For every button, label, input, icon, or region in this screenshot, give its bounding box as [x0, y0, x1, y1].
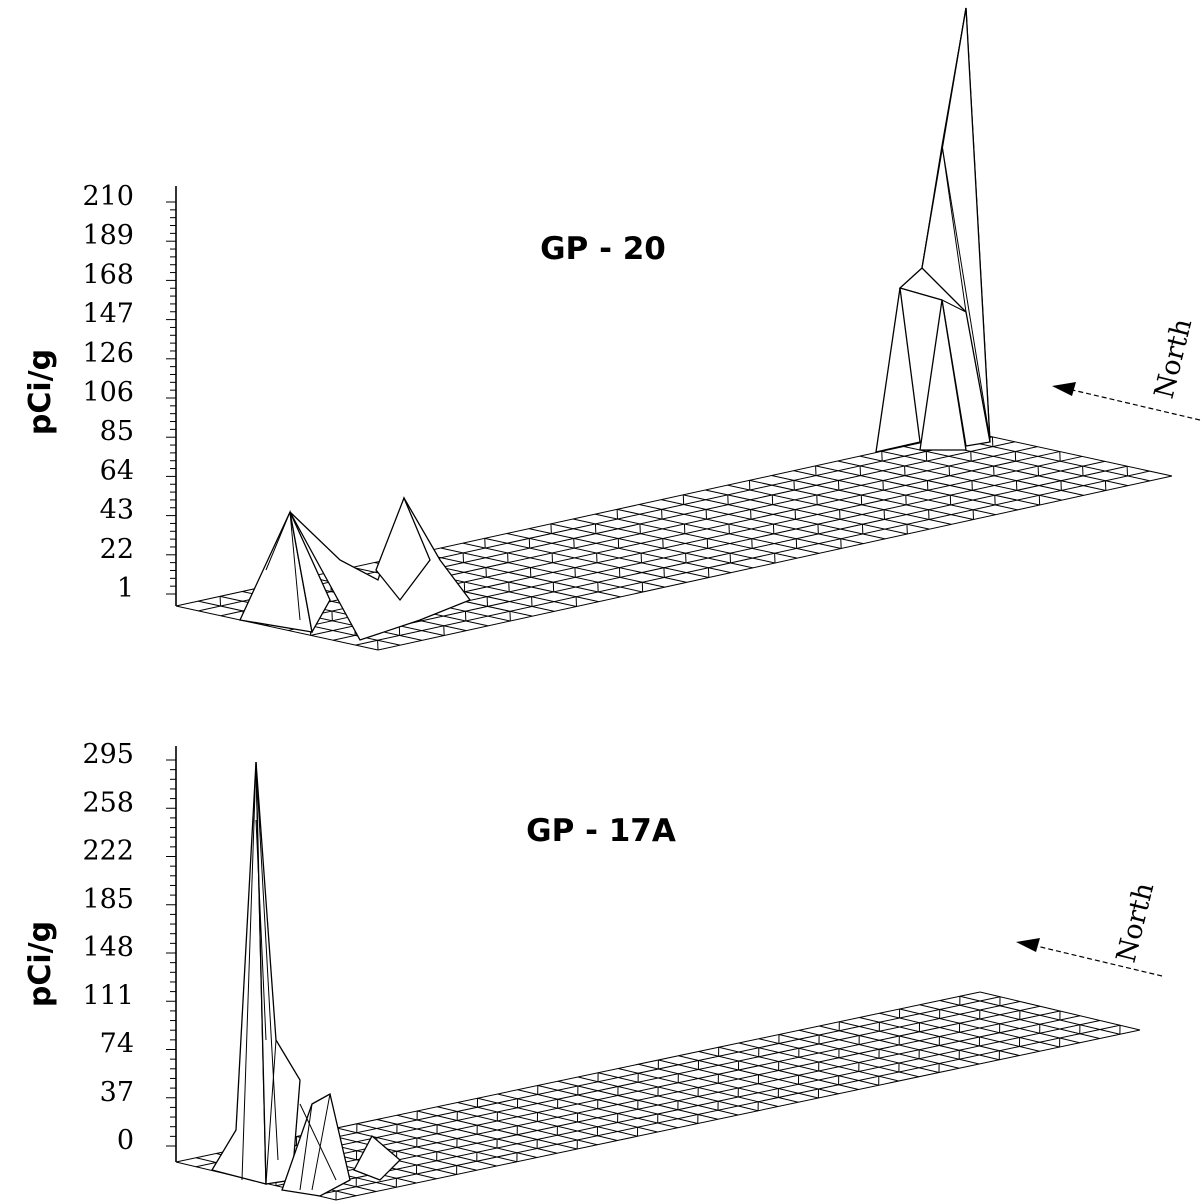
z-tick-label: 295 [82, 739, 134, 770]
z-minor-ticks-1 [166, 201, 176, 595]
z-tick-label: 185 [82, 884, 134, 915]
z-tick-label: 258 [82, 787, 134, 818]
peak-edges-1 [265, 7, 991, 621]
z-tick-label: 22 [100, 534, 134, 565]
chart-title-2: GP - 17A [526, 813, 676, 849]
north-arrow-icon-1 [1052, 382, 1076, 396]
z-tick-label: 37 [100, 1077, 134, 1108]
z-tick-label: 222 [82, 836, 134, 867]
z-tick-labels-2: 295 258 222 185 148 111 74 37 0 [82, 739, 134, 1156]
y-axis-label-1: pCi/g [23, 349, 58, 435]
z-tick-label: 168 [82, 259, 134, 290]
z-tick-label: 74 [100, 1029, 134, 1060]
z-tick-label: 85 [100, 416, 134, 447]
peak-right-1 [875, 287, 921, 453]
z-tick-labels-1: 210 189 168 147 126 106 85 64 43 22 1 [82, 181, 134, 604]
surface-peaks-2 [210, 761, 401, 1197]
north-indicator-2: North [1016, 880, 1163, 977]
peak-tall-b [255, 761, 301, 1185]
ridge-left [289, 496, 472, 641]
north-label-2: North [1111, 880, 1161, 966]
peak-small-b [353, 1134, 401, 1181]
z-tick-label: 0 [117, 1125, 134, 1156]
peak-left-1b [289, 511, 331, 634]
z-tick-label: 148 [82, 932, 134, 963]
z-tick-label: 111 [82, 980, 134, 1011]
z-tick-label: 210 [82, 181, 134, 212]
z-tick-label: 1 [117, 573, 134, 604]
north-arrow-icon-2 [1016, 938, 1040, 952]
panel-gp17a: 295 258 222 185 148 111 74 37 0 pCi/g GP - 17A N… [23, 739, 1163, 1201]
panel-gp20: 210 189 168 147 126 106 85 64 43 22 1 pCi/g GP - 2… [23, 7, 1201, 651]
y-axis-label-2: pCi/g [23, 921, 58, 1007]
surface-mesh-1 [175, 431, 1173, 651]
z-tick-label: 106 [82, 377, 134, 408]
north-label-1: North [1149, 316, 1199, 402]
peak-right-3 [919, 299, 967, 451]
surface-peaks-1 [239, 7, 991, 641]
z-tick-label: 43 [100, 495, 134, 526]
peak-left-2 [375, 496, 431, 602]
z-tick-label: 64 [100, 455, 134, 486]
z-tick-label: 147 [82, 299, 134, 330]
z-tick-label: 126 [82, 338, 134, 369]
z-minor-ticks-2 [166, 759, 176, 1147]
z-tick-label: 189 [82, 220, 134, 251]
north-indicator-1: North [1052, 316, 1201, 421]
peak-edges-2 [241, 761, 337, 1191]
chart-title-1: GP - 20 [540, 231, 666, 267]
